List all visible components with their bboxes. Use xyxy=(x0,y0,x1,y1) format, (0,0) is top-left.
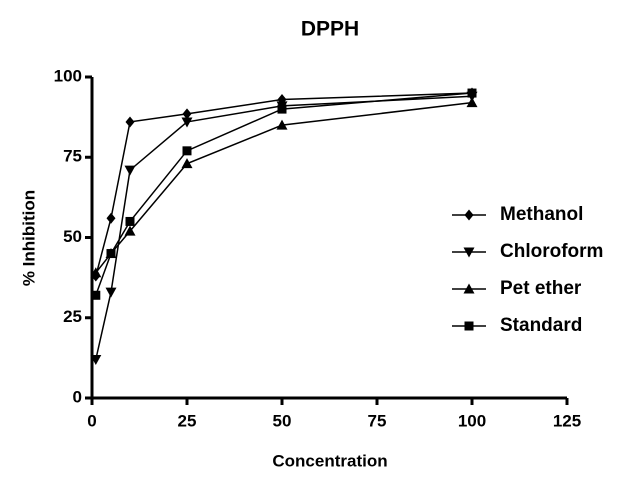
legend-label: Methanol xyxy=(500,204,583,225)
legend-marker xyxy=(464,321,474,331)
marker xyxy=(125,116,135,128)
y-tick-label: 100 xyxy=(54,66,82,85)
marker xyxy=(182,146,192,156)
marker xyxy=(90,354,102,365)
legend-marker xyxy=(463,283,475,294)
marker xyxy=(90,267,102,278)
x-tick-label: 50 xyxy=(273,411,292,430)
marker xyxy=(277,104,287,114)
marker xyxy=(124,225,136,236)
x-tick-label: 125 xyxy=(553,411,581,430)
x-axis-label: Concentration xyxy=(272,451,387,470)
marker xyxy=(182,108,192,120)
marker xyxy=(466,97,478,108)
marker xyxy=(106,249,116,259)
marker xyxy=(106,212,116,224)
marker xyxy=(467,88,477,98)
legend-label: Chloroform xyxy=(500,241,603,262)
y-tick-label: 75 xyxy=(63,147,82,166)
x-tick-label: 100 xyxy=(458,411,486,430)
marker xyxy=(181,117,193,128)
x-tick-label: 25 xyxy=(178,411,197,430)
legend-marker xyxy=(463,247,475,258)
chart-title: DPPH xyxy=(301,18,359,41)
series-line xyxy=(95,95,473,360)
legend-marker xyxy=(464,209,474,221)
legend-label: Pet ether xyxy=(500,278,582,299)
y-axis-label: % Inhibition xyxy=(19,190,38,286)
marker xyxy=(105,287,117,298)
marker xyxy=(125,216,135,226)
y-tick-label: 0 xyxy=(73,387,82,406)
marker xyxy=(124,165,136,176)
y-tick-label: 25 xyxy=(63,307,82,326)
series-line xyxy=(95,92,473,296)
series-line xyxy=(95,92,473,277)
y-tick-label: 50 xyxy=(63,227,82,246)
legend-label: Standard xyxy=(500,315,582,336)
marker xyxy=(181,158,193,169)
marker xyxy=(276,119,288,130)
x-tick-label: 75 xyxy=(368,411,387,430)
marker xyxy=(91,290,101,300)
x-tick-label: 0 xyxy=(87,411,96,430)
